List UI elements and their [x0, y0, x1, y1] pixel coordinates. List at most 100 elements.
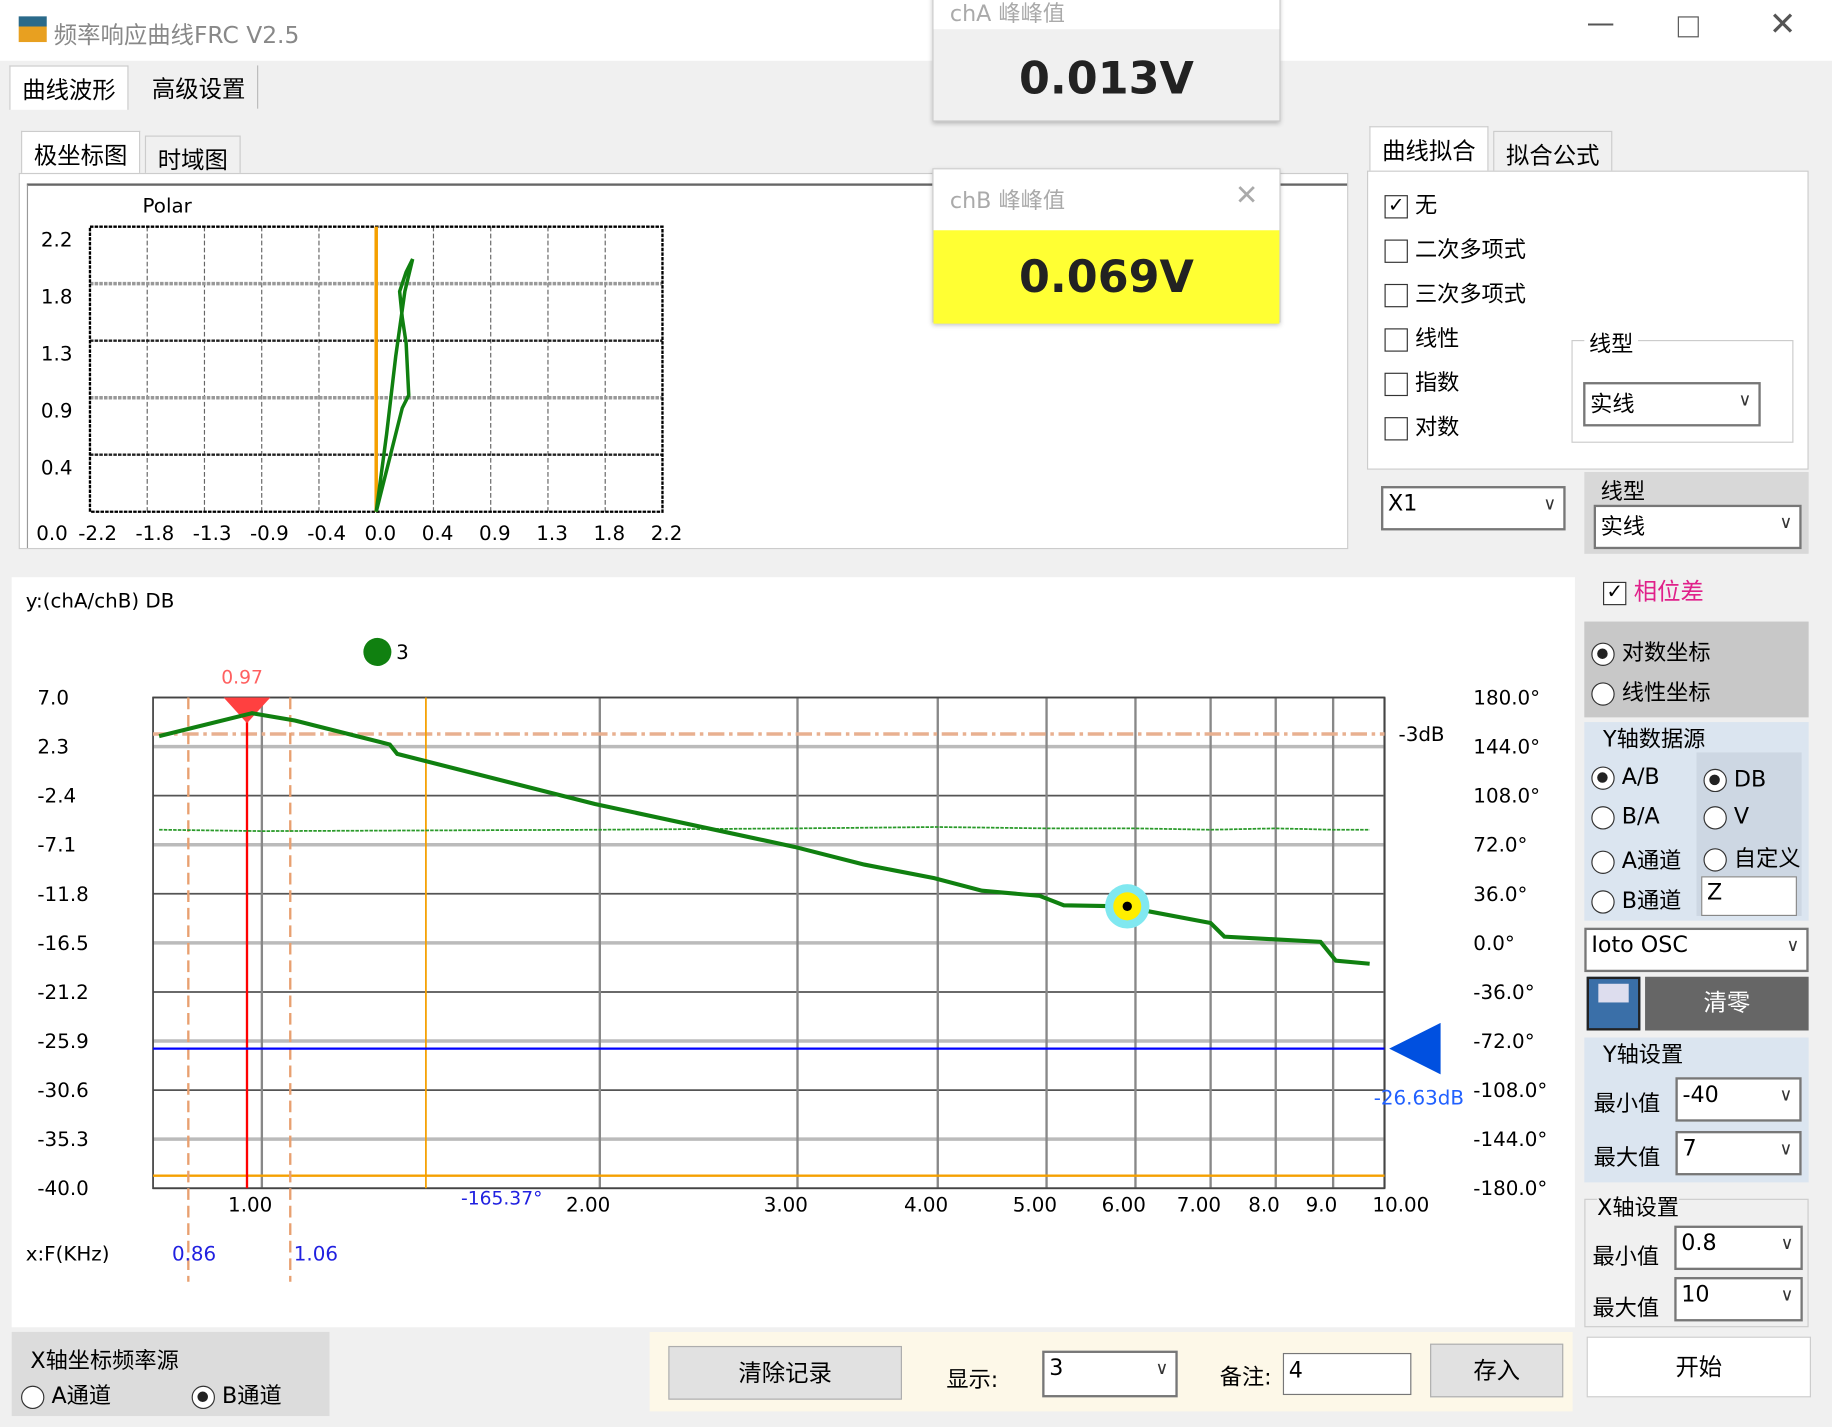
y-source-title: Y轴数据源 — [1603, 726, 1706, 753]
select-value: 3 — [1049, 1355, 1064, 1382]
record-legend-label: 3 — [396, 641, 409, 664]
clear-records-button[interactable]: 清除记录 — [668, 1345, 902, 1400]
radio-b-channel[interactable]: B通道 — [191, 1379, 282, 1411]
line-type2-label: 线型 — [1600, 479, 1646, 505]
fit-option-label: 线性 — [1414, 325, 1460, 352]
close-icon[interactable]: ✕ — [1234, 178, 1259, 212]
y2-tick-label: 0.0° — [1473, 932, 1515, 955]
select-value: Ioto OSC — [1591, 932, 1688, 959]
y-max-label: 最大值 — [1593, 1145, 1661, 1171]
checkbox-icon — [1384, 283, 1408, 307]
fit-option-checkbox[interactable]: ✓ 无 — [1384, 188, 1437, 220]
x-axis-settings: X轴设置 最小值 0.8 ∨ 最大值 10 ∨ — [1584, 1190, 1809, 1328]
x-tick-label: 4.00 — [904, 1194, 948, 1217]
cursor-label: -165.37° — [461, 1189, 542, 1210]
y-axis-title: Y轴设置 — [1603, 1042, 1684, 1068]
x1-select[interactable]: X1 ∨ — [1381, 486, 1566, 531]
checkbox-icon: ✓ — [1603, 581, 1627, 605]
chevron-down-icon: ∨ — [1543, 493, 1557, 515]
phase-diff-checkbox[interactable]: ✓ 相位差 — [1603, 573, 1704, 607]
maximize-icon[interactable] — [1677, 16, 1699, 38]
x-max-label: 最大值 — [1592, 1295, 1660, 1322]
x-tick-label: 0.0 — [36, 522, 68, 545]
x-source-group: X轴坐标频率源 A通道 B通道 — [11, 1331, 330, 1417]
y-min-select[interactable]: -40 ∨ — [1675, 1077, 1802, 1122]
x-tick-label: 0.0 — [365, 522, 397, 545]
fit-option-label: 二次多项式 — [1414, 237, 1526, 263]
y-axis-label: y:(chA/chB) DB — [26, 590, 175, 613]
y-source-radio[interactable]: DB — [1703, 766, 1806, 792]
fit-option-checkbox[interactable]: 三次多项式 — [1384, 277, 1526, 309]
tab-advanced[interactable]: 高级设置 — [140, 65, 259, 109]
coord-group: 对数坐标 线性坐标 — [1584, 621, 1809, 718]
peak-marker — [223, 697, 271, 724]
minimize-icon[interactable]: — — [1586, 7, 1615, 40]
chevron-down-icon: ∨ — [1779, 1137, 1793, 1160]
x-max-select[interactable]: 10 ∨ — [1674, 1277, 1803, 1322]
y2-tick-label: -72.0° — [1473, 1030, 1534, 1053]
plot-border — [152, 696, 1386, 1190]
note-input[interactable]: 4 — [1282, 1352, 1412, 1396]
x-min-select[interactable]: 0.8 ∨ — [1674, 1225, 1803, 1271]
save-record-button[interactable]: 存入 — [1430, 1343, 1564, 1398]
polar-chart: Polar 2.2 1.8 1.3 0.9 0.4 0.0 -2.2 -1.8 -1.3 -0.9-… — [36, 195, 682, 545]
close-icon[interactable]: ✕ — [1768, 4, 1797, 44]
fit-option-checkbox[interactable]: 对数 — [1384, 410, 1459, 442]
tab-fit-formula[interactable]: 拟合公式 — [1493, 130, 1613, 177]
y-source-radio[interactable]: 自定义 — [1703, 841, 1806, 873]
y2-tick-label: 36.0° — [1473, 883, 1527, 906]
fit-option-checkbox[interactable]: 线性 — [1384, 321, 1460, 353]
radio-log[interactable]: 对数坐标 — [1591, 636, 1711, 668]
start-button[interactable]: 开始 — [1586, 1336, 1811, 1398]
checkbox-icon — [1384, 238, 1408, 263]
y2-tick-label: -144.0° — [1473, 1128, 1547, 1151]
select-value: X1 — [1388, 490, 1418, 517]
x-tick-label: 7.00 — [1177, 1194, 1221, 1217]
fit-line-type-select[interactable]: 实线 ∨ — [1583, 382, 1761, 427]
device-select[interactable]: Ioto OSC ∨ — [1584, 927, 1809, 973]
y2-tick-label: 144.0° — [1473, 736, 1540, 759]
tab-curve-wave[interactable]: 曲线波形 — [9, 65, 129, 110]
radio-a-channel[interactable]: A通道 — [21, 1379, 111, 1411]
radio-label: 自定义 — [1733, 845, 1801, 872]
fit-option-checkbox[interactable]: 指数 — [1384, 366, 1459, 398]
y-source-radio[interactable]: A通道 — [1591, 844, 1681, 876]
checkbox-icon — [1384, 372, 1408, 396]
save-disk-button[interactable] — [1586, 976, 1641, 1031]
chevron-down-icon: ∨ — [1738, 389, 1752, 411]
peak-label: 0.97 — [221, 667, 263, 688]
clear-zero-button[interactable]: 清零 — [1645, 976, 1809, 1031]
tab-polar[interactable]: 极坐标图 — [21, 130, 141, 176]
y-tick-label: -2.4 — [37, 785, 76, 808]
y-source-radio[interactable]: B通道 — [1591, 883, 1681, 915]
select-value: 10 — [1681, 1281, 1710, 1308]
y-tick-label: 2.3 — [37, 736, 69, 759]
gain-curve — [158, 711, 1370, 966]
bode-panel: y:(chA/chB) DB 7.0 180.0° 2.3 144.0° -2.4 108.… — [11, 577, 1575, 1328]
radio-label: 线性坐标 — [1621, 679, 1711, 706]
fit-option-checkbox[interactable]: 二次多项式 — [1384, 233, 1526, 265]
custom-formula-input[interactable]: Z — [1701, 876, 1797, 917]
tab-curve-fit[interactable]: 曲线拟合 — [1369, 126, 1489, 171]
y-source-radio[interactable]: V — [1703, 804, 1806, 830]
y-tick-label: 7.0 — [37, 687, 69, 710]
x-tick-label: 9.0 — [1306, 1194, 1338, 1217]
y-tick-label: -40.0 — [37, 1177, 88, 1200]
popup-title: chB 峰峰值 — [949, 188, 1066, 214]
x-tick-label: -1.3 — [193, 522, 232, 545]
point-marker-center — [1122, 901, 1132, 912]
popup-title: chA 峰峰值 — [933, 0, 1280, 30]
y-source-radio[interactable]: B/A — [1591, 804, 1660, 830]
x-tick-label: 2.00 — [566, 1194, 610, 1217]
bandwidth-label: 0.86 — [172, 1243, 216, 1266]
x-tick-label: 1.00 — [228, 1194, 272, 1217]
y-source-group: Y轴数据源 A/B B/A A通道 B通道 DB V 自定义 Z — [1584, 722, 1809, 921]
y-source-radio[interactable]: A/B — [1591, 764, 1660, 790]
chevron-down-icon: ∨ — [1780, 1232, 1794, 1254]
show-select[interactable]: 3 ∨ — [1042, 1350, 1178, 1398]
bandwidth-label: 1.06 — [294, 1243, 338, 1266]
y-max-select[interactable]: 7 ∨ — [1675, 1130, 1802, 1176]
polar-title: Polar — [143, 195, 193, 218]
radio-linear[interactable]: 线性坐标 — [1591, 675, 1711, 707]
line-type2-select[interactable]: 实线 ∨ — [1593, 504, 1802, 550]
